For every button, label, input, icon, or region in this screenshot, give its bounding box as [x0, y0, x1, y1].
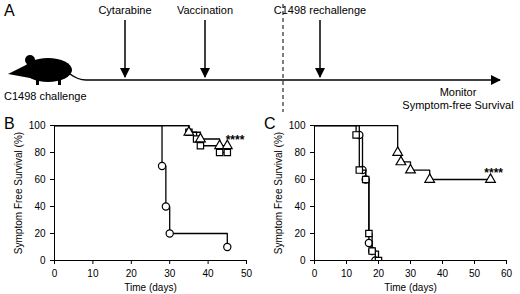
svg-text:Time (days): Time (days) [124, 282, 176, 293]
svg-text:20: 20 [373, 268, 385, 279]
svg-text:C1498 challenge: C1498 challenge [4, 90, 87, 102]
svg-text:80: 80 [294, 147, 306, 158]
svg-text:0: 0 [40, 255, 46, 266]
svg-text:****: **** [484, 166, 503, 180]
svg-text:Vaccination: Vaccination [177, 4, 233, 16]
svg-text:100: 100 [29, 120, 46, 131]
svg-text:Monitor: Monitor [440, 86, 477, 98]
svg-text:0: 0 [300, 255, 306, 266]
html-text:C: C [264, 115, 276, 132]
svg-text:50: 50 [469, 268, 481, 279]
svg-text:80: 80 [34, 147, 46, 158]
svg-text:10: 10 [87, 268, 99, 279]
svg-text:20: 20 [126, 268, 138, 279]
svg-text:40: 40 [437, 268, 449, 279]
svg-text:20: 20 [34, 228, 46, 239]
svg-text:0: 0 [312, 268, 318, 279]
svg-text:100: 100 [289, 120, 306, 131]
svg-text:0: 0 [52, 268, 58, 279]
svg-text:60: 60 [34, 174, 46, 185]
svg-text:Symptom Free Survival (%): Symptom Free Survival (%) [273, 132, 284, 254]
svg-text:Symptom-free Survival: Symptom-free Survival [402, 99, 513, 111]
svg-text:Time (days): Time (days) [384, 282, 436, 293]
svg-text:****: **** [226, 133, 245, 147]
html-text:B: B [4, 115, 15, 132]
svg-text:40: 40 [34, 201, 46, 212]
svg-text:C1498 rechallenge: C1498 rechallenge [274, 4, 366, 16]
svg-text:50: 50 [241, 268, 253, 279]
svg-text:10: 10 [341, 268, 353, 279]
svg-text:40: 40 [203, 268, 215, 279]
svg-text:Cytarabine: Cytarabine [98, 4, 151, 16]
svg-text:60: 60 [294, 174, 306, 185]
svg-text:20: 20 [294, 228, 306, 239]
svg-text:A: A [4, 2, 15, 19]
svg-text:30: 30 [164, 268, 176, 279]
svg-text:40: 40 [294, 201, 306, 212]
svg-text:30: 30 [405, 268, 417, 279]
svg-text:60: 60 [501, 268, 513, 279]
svg-text:Symptom Free Survival (%): Symptom Free Survival (%) [13, 132, 24, 254]
